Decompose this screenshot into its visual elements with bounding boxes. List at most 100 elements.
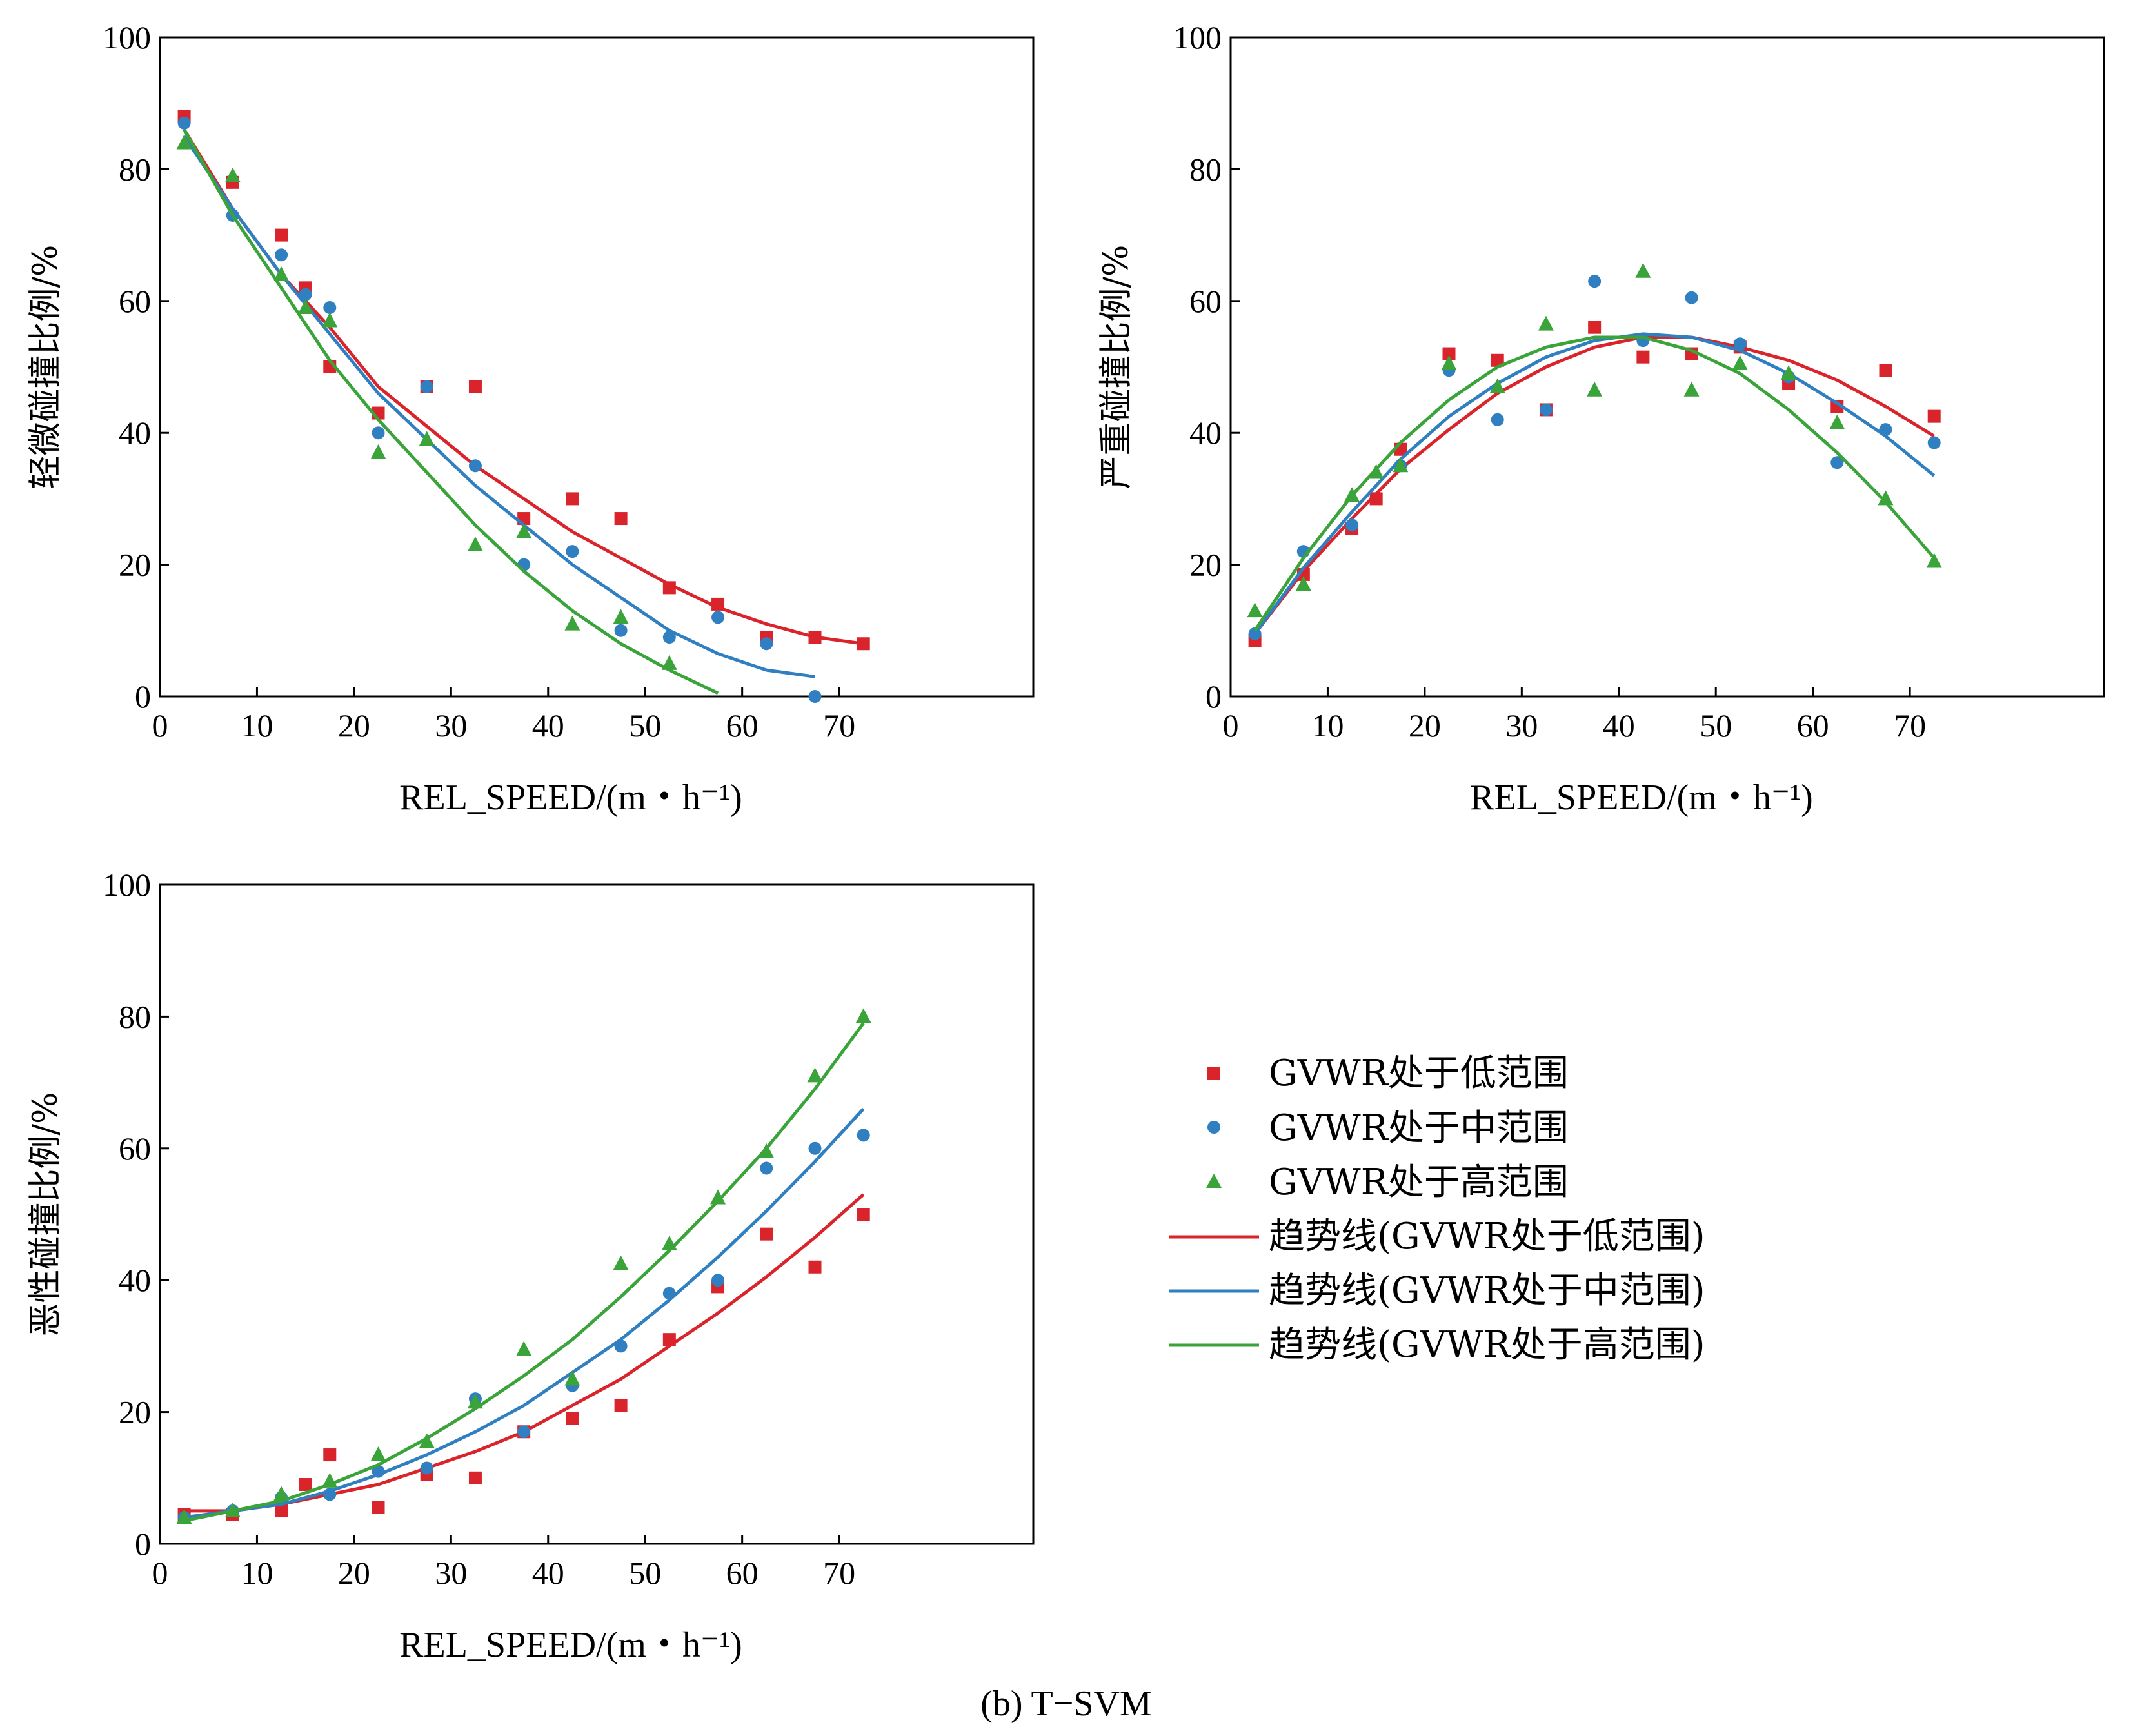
data-point-high [1781,365,1797,380]
data-point-high [467,1394,483,1409]
data-point-high [419,1433,435,1448]
chart-panel-severe-collision: 0 10 20 30 40 50 60 70 0 20 40 60 80 100 REL_SPEED/(m・… [1097,19,2105,818]
x-tick-label: 10 [241,1555,273,1591]
data-point-mid [372,1465,385,1478]
data-point-high [661,1235,677,1250]
x-tick-label: 60 [1797,707,1829,744]
x-tick-label: 50 [629,707,661,744]
data-point-high [1538,315,1554,331]
data-point-mid [614,1339,628,1353]
x-tick-label: 50 [1700,707,1732,744]
trend-line-high [184,1022,865,1523]
data-point-high [370,1446,386,1462]
data-point-mid [1588,275,1602,288]
data-point-high [564,1370,580,1386]
data-point-high [1829,414,1845,429]
data-point-high [613,609,629,624]
data-point-high [1732,355,1748,370]
data-point-mid [372,426,385,440]
data-point-high [1441,355,1457,370]
data-point-low [1636,350,1650,364]
data-point-high [516,1341,532,1356]
data-point-high [516,523,532,538]
data-point-low [857,1208,870,1221]
y-tick-label: 40 [119,1262,151,1298]
data-point-low [1442,347,1456,360]
data-point-high [467,536,483,551]
y-axis-label: 轻微碰撞比例/% [26,245,65,489]
trend-line-mid [1253,332,1936,635]
data-point-mid [323,301,337,315]
data-point-low [275,228,288,242]
y-tick-label: 40 [1189,415,1222,451]
y-tick-label: 100 [103,867,151,903]
x-axis-label: REL_SPEED/(m・h⁻¹) [399,778,742,818]
y-axis-label: 恶性碰撞比例/% [26,1092,65,1337]
data-point-low [614,512,628,526]
y-tick-label: 20 [119,1394,151,1430]
data-point-mid [1539,403,1553,417]
trend-line-mid [184,1107,865,1519]
data-point-mid [177,116,191,130]
data-point-mid [857,1129,870,1142]
data-point-high [1368,464,1384,479]
data-point-high [322,312,338,328]
legend-marker-high [1206,1174,1222,1188]
data-point-mid [1248,627,1262,640]
y-tick-label: 20 [1189,547,1222,583]
legend-label-mid-trend: 趋势线(GVWR处于中范围) [1269,1270,1705,1312]
data-point-high [273,1486,290,1501]
x-axis-label: REL_SPEED/(m・h⁻¹) [1470,778,1813,818]
x-tick-label: 70 [823,1555,855,1591]
legend-label-low-scatter: GVWR处于低范围 [1269,1052,1569,1094]
figure-caption: (b) T−SVM [980,1684,1151,1724]
data-point-mid [662,631,676,644]
legend-label-mid-scatter: GVWR处于中范围 [1269,1107,1569,1149]
data-point-mid [275,248,288,262]
y-tick-label: 60 [119,283,151,319]
data-point-mid [662,1287,676,1300]
data-point-high [419,431,435,446]
data-point-mid [760,1161,773,1175]
data-point-high [370,444,386,459]
x-tick-label: 40 [1603,707,1635,744]
data-point-high [661,655,677,670]
data-point-high [1393,457,1409,473]
data-point-low [566,492,579,506]
y-tick-label: 0 [135,678,151,715]
data-point-high [564,615,580,631]
data-point-mid [808,1141,822,1155]
data-point-mid [517,1425,531,1439]
data-point-mid [420,380,433,393]
y-tick-label: 60 [1189,283,1222,319]
trend-line-low [1253,335,1936,635]
data-point-low [662,1333,676,1346]
data-point-low [857,637,870,651]
data-point-high [1344,487,1360,502]
data-point-mid [299,288,312,301]
y-tick-label: 0 [1205,678,1222,715]
data-point-high [176,1509,192,1524]
y-tick-label: 80 [1189,151,1222,187]
data-point-low [662,581,676,595]
y-tick-label: 80 [119,151,151,187]
x-tick-label: 10 [1311,707,1344,744]
data-point-mid [1345,518,1359,532]
x-axis-label: REL_SPEED/(m・h⁻¹) [399,1625,742,1665]
data-point-mid [711,611,725,624]
data-point-high [710,1189,726,1205]
data-point-mid [1733,337,1747,351]
data-point-low [808,1260,822,1274]
data-point-mid [1491,413,1504,426]
data-point-high [1587,381,1603,397]
data-point-high [613,1255,629,1270]
data-point-low [372,1501,385,1514]
legend-marker-mid [1207,1121,1220,1134]
y-tick-label: 40 [119,415,151,451]
y-tick-label: 0 [135,1526,151,1562]
plot-frame [159,883,1035,1545]
data-point-mid [1879,423,1892,437]
data-point-mid [711,1274,725,1287]
data-point-mid [760,637,773,651]
